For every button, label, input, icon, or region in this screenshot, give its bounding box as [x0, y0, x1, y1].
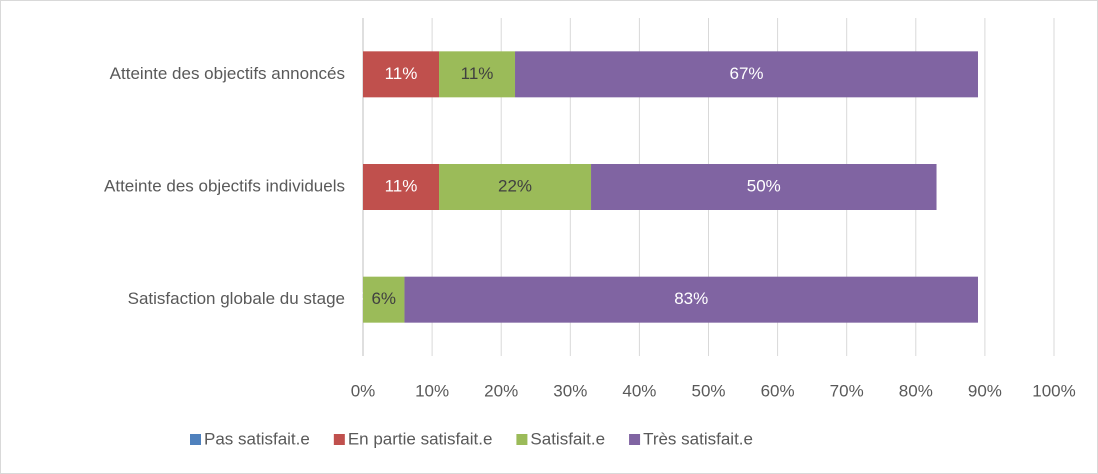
bar-segment — [363, 51, 440, 98]
bar-segment — [439, 164, 592, 210]
data-label: 11% — [461, 64, 494, 83]
data-label: 11% — [385, 176, 418, 195]
legend-label: Pas satisfait.e — [204, 429, 310, 448]
legend-swatch — [333, 434, 345, 445]
x-tick-label: 100% — [1032, 381, 1075, 400]
x-tick-label: 20% — [484, 381, 518, 400]
x-tick-label: 40% — [622, 381, 656, 400]
data-label: 6% — [371, 289, 396, 308]
data-label: 11% — [385, 64, 418, 83]
legend-swatch — [516, 434, 528, 445]
bar-segment — [404, 276, 978, 323]
bar-segment — [515, 51, 978, 98]
bar-segment — [363, 164, 440, 210]
legend-label: En partie satisfait.e — [348, 429, 493, 448]
x-tick-label: 50% — [691, 381, 725, 400]
x-tick-label: 0% — [351, 381, 376, 400]
bar-segment — [439, 51, 516, 98]
y-tick-label: Satisfaction globale du stage — [128, 289, 345, 308]
data-label: 50% — [747, 176, 781, 195]
data-label: 83% — [674, 289, 708, 308]
x-tick-label: 90% — [968, 381, 1002, 400]
bar-segment — [363, 276, 405, 323]
x-tick-label: 30% — [553, 381, 587, 400]
y-tick-label: Atteinte des objectifs individuels — [104, 176, 345, 195]
legend-swatch — [629, 434, 641, 445]
x-tick-label: 60% — [761, 381, 795, 400]
y-tick-label: Atteinte des objectifs annoncés — [110, 64, 345, 83]
bar-segment — [591, 164, 937, 210]
legend-swatch — [190, 434, 201, 445]
legend-label: Satisfait.e — [530, 429, 605, 448]
data-label: 22% — [498, 176, 532, 195]
x-tick-label: 80% — [899, 381, 933, 400]
data-label: 67% — [729, 64, 763, 83]
x-tick-label: 10% — [415, 381, 449, 400]
legend-label: Très satisfait.e — [643, 429, 753, 448]
x-tick-label: 70% — [830, 381, 864, 400]
